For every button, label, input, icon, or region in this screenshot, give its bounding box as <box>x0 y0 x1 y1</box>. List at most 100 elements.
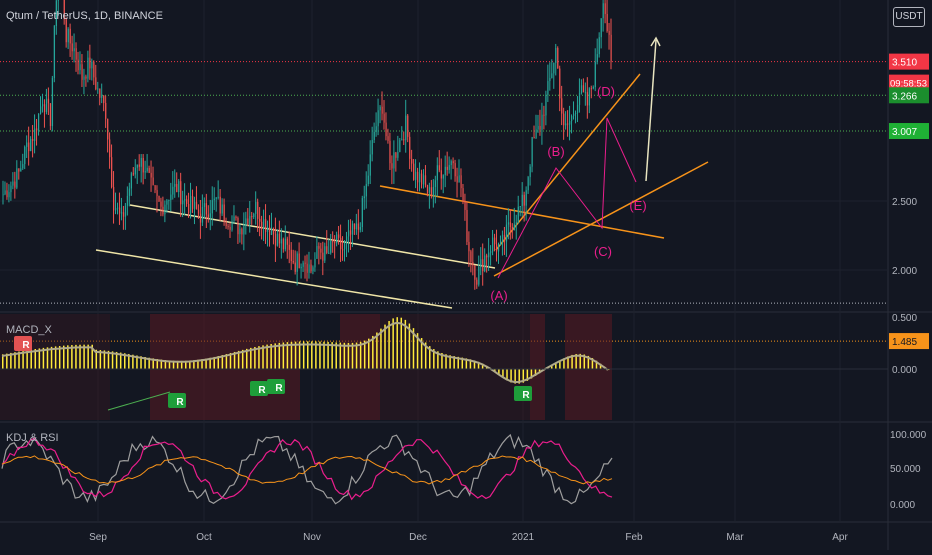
candle-body <box>111 157 112 187</box>
candle-body <box>415 172 416 180</box>
candle-body <box>230 227 231 230</box>
candle-body <box>101 96 102 98</box>
candle-body <box>468 242 469 251</box>
candle-body <box>545 95 546 116</box>
candle-body <box>113 187 114 210</box>
candle-body <box>571 116 572 121</box>
candle-body <box>460 175 461 188</box>
candle-body <box>153 178 154 186</box>
macd-red-zone <box>530 314 545 420</box>
candle-body <box>591 88 592 89</box>
candle-body <box>559 69 560 99</box>
candle-body <box>255 202 256 214</box>
macd-histogram-bar <box>380 329 382 369</box>
macd-histogram-bar <box>327 342 329 369</box>
candle-body <box>417 172 418 183</box>
candle-body <box>557 48 558 68</box>
macd-histogram-bar <box>396 317 398 369</box>
candle-body <box>72 43 73 51</box>
candle-body <box>147 168 148 171</box>
candle-body <box>322 253 323 261</box>
candle-body <box>366 184 367 196</box>
candle-body <box>307 264 308 273</box>
time-label: Dec <box>409 532 427 543</box>
candle-body <box>89 58 90 69</box>
candle-body <box>445 167 446 175</box>
candle-body <box>443 175 444 178</box>
candle-body <box>385 123 386 136</box>
candle-body <box>403 139 404 140</box>
candle-body <box>95 77 96 89</box>
candle-body <box>583 85 584 92</box>
candle-body <box>275 234 276 246</box>
candle-body <box>91 62 92 68</box>
candle-body <box>156 190 157 196</box>
candle-body <box>24 147 25 164</box>
candle-body <box>228 226 229 227</box>
candle-body <box>457 176 458 182</box>
candle-body <box>524 195 525 206</box>
candles-group <box>3 0 612 290</box>
candle-body <box>547 81 548 95</box>
candle-body <box>581 85 582 93</box>
macd-marker-label: R <box>522 390 530 401</box>
macd-histogram-bar <box>384 325 386 369</box>
candle-body <box>70 29 71 44</box>
candle-body <box>200 214 201 223</box>
candle-body <box>476 280 477 285</box>
candle-body <box>346 236 347 241</box>
candle-body <box>589 88 590 105</box>
candle-body <box>182 200 183 204</box>
kdj-tick-label: 100.000 <box>890 430 927 441</box>
candle-body <box>287 239 288 245</box>
currency-button[interactable]: USDT <box>893 7 925 27</box>
macd-marker-label: R <box>258 385 266 396</box>
candle-body <box>421 174 422 185</box>
candle-body <box>38 113 39 130</box>
candle-body <box>105 103 106 119</box>
macd-red-zone-light <box>380 314 530 420</box>
candle-body <box>295 263 296 272</box>
candle-body <box>419 174 420 183</box>
candle-body <box>324 246 325 260</box>
candle-body <box>332 241 333 242</box>
macd-histogram-bar <box>368 339 370 369</box>
candle-body <box>293 261 294 263</box>
candle-body <box>4 190 5 194</box>
candle-body <box>362 198 363 227</box>
macd-tick-label: 0.000 <box>892 365 917 376</box>
candle-body <box>528 177 529 190</box>
candle-body <box>482 259 483 271</box>
candle-body <box>328 253 329 254</box>
candle-body <box>484 255 485 271</box>
candle-body <box>36 128 37 130</box>
candle-body <box>83 76 84 79</box>
candle-body <box>267 227 268 232</box>
candle-body <box>399 140 400 152</box>
candle-body <box>539 126 540 130</box>
candle-body <box>186 199 187 204</box>
candle-body <box>283 239 284 249</box>
candle-body <box>320 249 321 253</box>
candle-body <box>20 168 21 171</box>
candle-body <box>34 128 35 140</box>
candle-body <box>143 158 144 172</box>
macd-histogram-bar <box>376 333 378 369</box>
candle-body <box>160 202 161 207</box>
candle-body <box>593 87 594 88</box>
candle-body <box>573 114 574 116</box>
candle-body <box>277 234 278 246</box>
candle-body <box>407 116 408 137</box>
candle-body <box>453 161 454 163</box>
candle-body <box>305 263 306 264</box>
candle-body <box>218 197 219 198</box>
candle-body <box>79 64 80 70</box>
macd-histogram-bar <box>315 341 317 369</box>
candle-body <box>405 116 406 141</box>
candle-body <box>611 35 612 62</box>
candle-body <box>194 202 195 209</box>
candle-body <box>334 242 335 243</box>
time-label: Sep <box>89 532 107 543</box>
